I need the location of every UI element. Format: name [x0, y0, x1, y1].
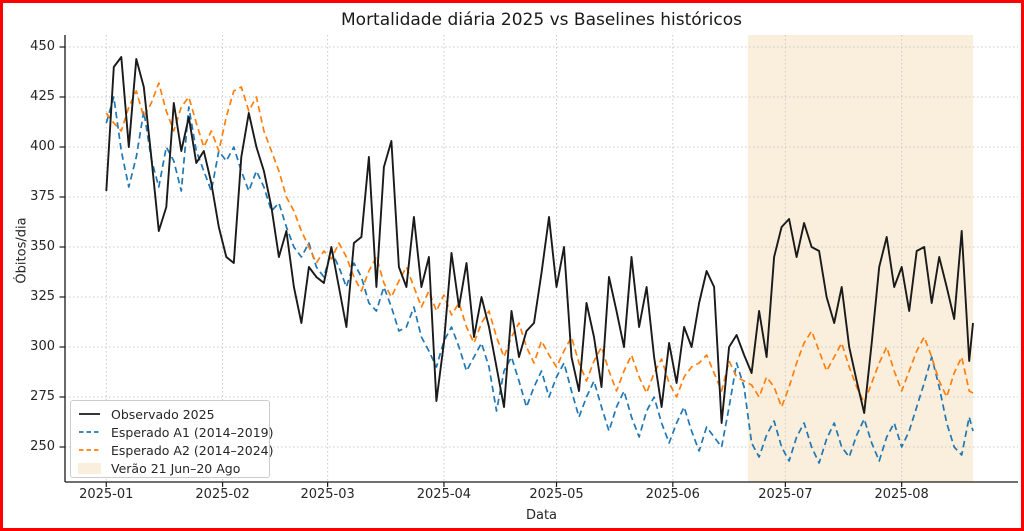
y-tick-label: 275: [30, 389, 55, 404]
esperado-a1-line-swatch: [78, 425, 101, 439]
x-tick-label: 2025-04: [416, 487, 472, 502]
esperado-a2-line-swatch: [78, 443, 101, 457]
x-tick-label: 2025-05: [529, 487, 584, 502]
esperado-a2-line: [105, 82, 974, 408]
legend-item-verao: Verão 21 Jun–20 Ago: [78, 459, 263, 477]
legend-label-esperado-a1: Esperado A1 (2014–2019): [111, 424, 274, 440]
x-tick-label: 2025-01: [79, 487, 134, 502]
y-tick-label: 250: [30, 439, 55, 454]
legend-item-esperado-a1: Esperado A1 (2014–2019): [78, 423, 274, 441]
y-tick-label: 425: [30, 89, 55, 104]
observado-2025-line: [105, 56, 974, 424]
legend-label-verao: Verão 21 Jun–20 Ago: [111, 460, 241, 476]
x-tick-label: 2025-03: [300, 487, 355, 502]
y-tick-label: 350: [30, 239, 55, 254]
x-tick-label: 2025-02: [195, 487, 250, 502]
esperado-a1-line: [105, 96, 974, 464]
verao-patch-swatch: [78, 462, 101, 474]
y-tick-label: 400: [30, 139, 55, 154]
x-tick-label: 2025-07: [758, 487, 813, 502]
legend: Observado 2025 Esperado A1 (2014–2019) E…: [70, 400, 274, 478]
observado-line-swatch: [78, 407, 101, 421]
x-axis-label: Data: [525, 508, 558, 523]
legend-item-esperado-a2: Esperado A2 (2014–2024): [78, 441, 274, 459]
legend-label-observado: Observado 2025: [111, 406, 215, 422]
y-tick-label: 300: [30, 339, 55, 354]
x-tick-label: 2025-06: [645, 487, 700, 502]
y-tick-label: 375: [30, 189, 55, 204]
y-tick-label: 450: [30, 39, 55, 54]
chart-title: Mortalidade diária 2025 vs Baselines his…: [341, 10, 742, 30]
legend-item-observado: Observado 2025: [78, 405, 263, 423]
y-axis-label: Óbitos/dia: [14, 217, 30, 284]
y-tick-label: 325: [30, 289, 55, 304]
plot-svg: [59, 35, 1018, 487]
x-tick-label: 2025-08: [874, 487, 929, 502]
legend-label-esperado-a2: Esperado A2 (2014–2024): [111, 442, 274, 458]
